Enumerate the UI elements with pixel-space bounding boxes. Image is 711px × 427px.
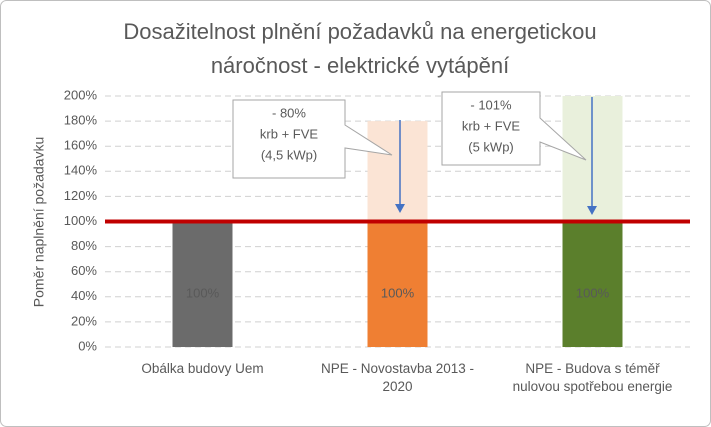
annotation-box [232,99,393,179]
bar-segment [367,221,428,347]
bar-segment [562,221,623,347]
annotation-text: krb + FVE [260,126,318,141]
y-tick-label: 160% [64,138,98,153]
annotation-text: krb + FVE [462,118,520,133]
x-tick-label: NPE - Novostavba 2013 - 2020 [320,361,475,394]
chart-title: Dosažitelnost plnění požadavků na energe… [123,19,596,44]
value-label: 100% [381,286,415,301]
y-tick-label: 200% [64,87,98,102]
y-tick-label: 60% [71,263,97,278]
y-axis-label: Poměr naplnění požadavku [31,137,47,307]
value-label: 100% [576,286,610,301]
y-tick-label: 40% [71,288,97,303]
x-tick-label: Obálka budovy Uem [141,361,264,376]
overlay: - 80% krb + FVE (4,5 kWp) - 101% krb + FVE (5… [105,91,690,224]
y-tick-label: 0% [78,338,97,353]
y-tick-label: 140% [64,163,98,178]
annotation-text: - 80% [272,105,306,120]
annotation-text: - 101% [470,97,512,112]
x-tick-label: NPE - Budova s téměř nulovou spotřebou e… [512,361,673,394]
y-tick-label: 20% [71,313,97,328]
value-label: 100% [186,286,220,301]
annotation-arrowhead [587,206,597,215]
bar-segment [172,221,233,347]
y-tick-label: 120% [64,188,98,203]
annotation-box [441,91,587,166]
annotation-arrowhead [395,204,405,213]
annotation-text: (4,5 kWp) [261,147,317,162]
annotation-text: (5 kWp) [468,139,514,154]
y-tick-label: 80% [71,238,97,253]
chart-title: náročnost - elektrické vytápění [211,53,509,78]
y-tick-label: 180% [64,113,98,128]
y-tick-label: 100% [64,213,98,228]
bars: 100% 100% 100% [172,96,623,347]
